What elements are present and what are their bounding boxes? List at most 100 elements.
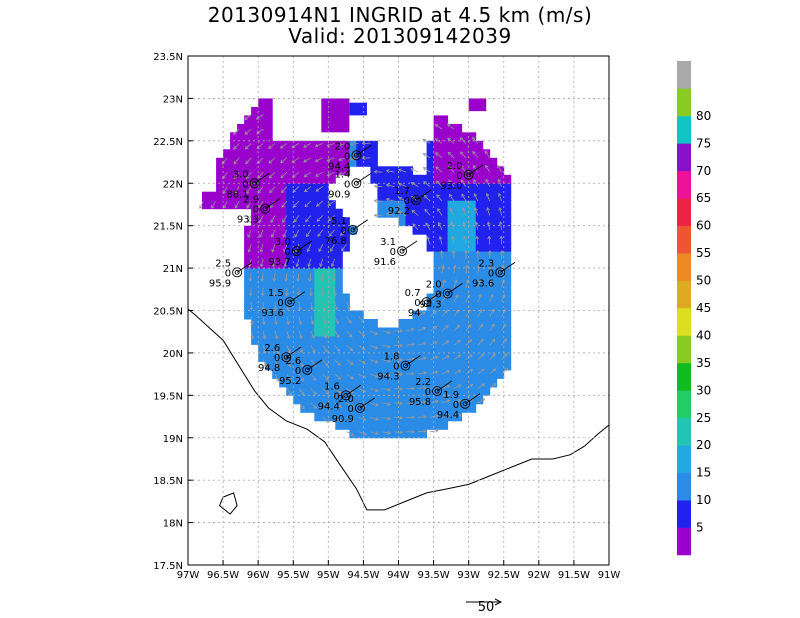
dropsonde-ring bbox=[284, 297, 295, 307]
colorbar-label: 20 bbox=[696, 438, 711, 452]
dropsonde-mid-value: 0 bbox=[334, 391, 340, 402]
dropsonde-top-value: 2.0 bbox=[338, 394, 354, 405]
dropsonde-center bbox=[262, 206, 268, 212]
dropsonde-barb bbox=[464, 393, 481, 405]
colorbar-label: 65 bbox=[696, 191, 711, 205]
wind-vectors bbox=[199, 114, 508, 436]
coastline-path bbox=[188, 308, 609, 511]
dropsonde-center bbox=[399, 248, 405, 254]
dropsonde-barb bbox=[236, 261, 253, 273]
dropsonde-bottom-value: 94.4 bbox=[328, 161, 350, 172]
x-tick-label: 97W bbox=[177, 570, 200, 581]
colorbar-swatch bbox=[677, 61, 691, 89]
y-tick-label: 20N bbox=[163, 349, 183, 360]
colorbar-swatch bbox=[677, 280, 691, 309]
colorbar-label: 15 bbox=[696, 466, 711, 480]
dropsonde-ring bbox=[351, 150, 362, 161]
dropsonde-top-value: 3.0 bbox=[233, 169, 249, 180]
colorbar: 5 10 15 20 25 30 35 40 45 50 55 60 65 70 75 80 bbox=[677, 61, 711, 556]
dropsonde-ring bbox=[260, 203, 271, 214]
x-tick-label: 95.5W bbox=[277, 570, 309, 581]
dropsonde-center bbox=[434, 388, 440, 394]
colorbar-swatch bbox=[677, 88, 691, 117]
dropsonde-barb bbox=[447, 283, 463, 294]
dropsonde-mid-value: 0 bbox=[274, 353, 280, 364]
dropsonde-center bbox=[353, 180, 359, 186]
dropsonde-top-value: 3.0 bbox=[275, 237, 291, 248]
reference-vector bbox=[466, 598, 503, 606]
dropsonde-ring bbox=[397, 246, 407, 257]
dropsonde-barb bbox=[254, 172, 270, 184]
y-tick-label: 20.5N bbox=[153, 307, 183, 318]
x-tick-label: 96W bbox=[247, 570, 270, 581]
dropsonde-barb bbox=[352, 219, 368, 231]
colorbar-label: 75 bbox=[696, 136, 711, 150]
y-tick-label: 23N bbox=[163, 94, 183, 105]
dropsonde-barb bbox=[289, 291, 305, 303]
y-tick-label: 19N bbox=[163, 434, 183, 445]
dropsonde-mid-value: 0 bbox=[344, 179, 350, 190]
dropsonde-mid-value: 0 bbox=[425, 387, 431, 398]
dropsonde-top-value: 1.9 bbox=[443, 390, 459, 401]
colorbar-label: 35 bbox=[696, 356, 711, 370]
y-tick-label: 23.5N bbox=[153, 52, 183, 63]
dropsonde-mid-value: 0 bbox=[414, 298, 420, 309]
y-tick-label: 17.5N bbox=[153, 561, 183, 572]
dropsonde-top-value: 1.6 bbox=[324, 381, 340, 392]
dropsonde-center bbox=[466, 172, 472, 178]
dropsonde-barb bbox=[359, 397, 376, 409]
dropsonde-bottom-value: 91.6 bbox=[374, 257, 396, 268]
colorbar-swatch bbox=[677, 390, 691, 419]
colorbar-swatch bbox=[677, 417, 691, 446]
colorbar-swatch bbox=[677, 115, 691, 144]
colorbar-label: 70 bbox=[696, 164, 711, 178]
dropsonde-bottom-value: 94.3 bbox=[377, 372, 399, 383]
dropsonde-barb bbox=[436, 380, 453, 392]
colorbar-label: 80 bbox=[696, 109, 711, 123]
dropsonde-bottom-value: 93.7 bbox=[268, 257, 290, 268]
colorbar-label: 10 bbox=[696, 493, 711, 507]
dropsonde-center bbox=[294, 248, 300, 254]
y-tick-label: 22N bbox=[163, 179, 183, 190]
dropsonde-ring bbox=[442, 288, 453, 299]
dropsonde-mid-value: 0 bbox=[277, 298, 283, 309]
dropsonde-ring bbox=[340, 390, 351, 401]
lake-outline bbox=[218, 492, 238, 515]
dropsonde-mid-value: 0 bbox=[453, 400, 459, 411]
dropsonde-top-value: 1.7 bbox=[394, 186, 410, 197]
colorbar-swatch bbox=[677, 198, 691, 226]
dropsonde-top-value: 2.3 bbox=[478, 258, 494, 269]
y-tick-label: 18N bbox=[163, 519, 183, 530]
colorbar-swatch bbox=[677, 335, 691, 364]
dropsonde-ring bbox=[354, 403, 365, 414]
dropsonde-center bbox=[304, 367, 310, 373]
dropsonde-center bbox=[403, 363, 408, 369]
dropsonde-mid-value: 0 bbox=[284, 247, 290, 258]
dropsonde-ring bbox=[351, 178, 362, 189]
dropsonde-center bbox=[357, 405, 363, 411]
dropsonde-barb bbox=[426, 291, 442, 303]
x-tick-label: 92W bbox=[528, 570, 551, 581]
colorbar-swatch bbox=[677, 527, 691, 556]
dropsonde-barb bbox=[296, 240, 312, 252]
dropsonde-ring bbox=[302, 364, 313, 375]
dropsonde-center bbox=[283, 354, 289, 360]
dropsonde-bottom-value: 94.4 bbox=[318, 401, 340, 412]
coastline bbox=[188, 308, 609, 515]
dropsonde-barb bbox=[307, 359, 323, 371]
colorbar-swatch bbox=[677, 362, 691, 391]
dropsonde-bottom-value: 76.8 bbox=[325, 236, 347, 247]
dropsonde-top-value: 2.5 bbox=[215, 258, 231, 269]
